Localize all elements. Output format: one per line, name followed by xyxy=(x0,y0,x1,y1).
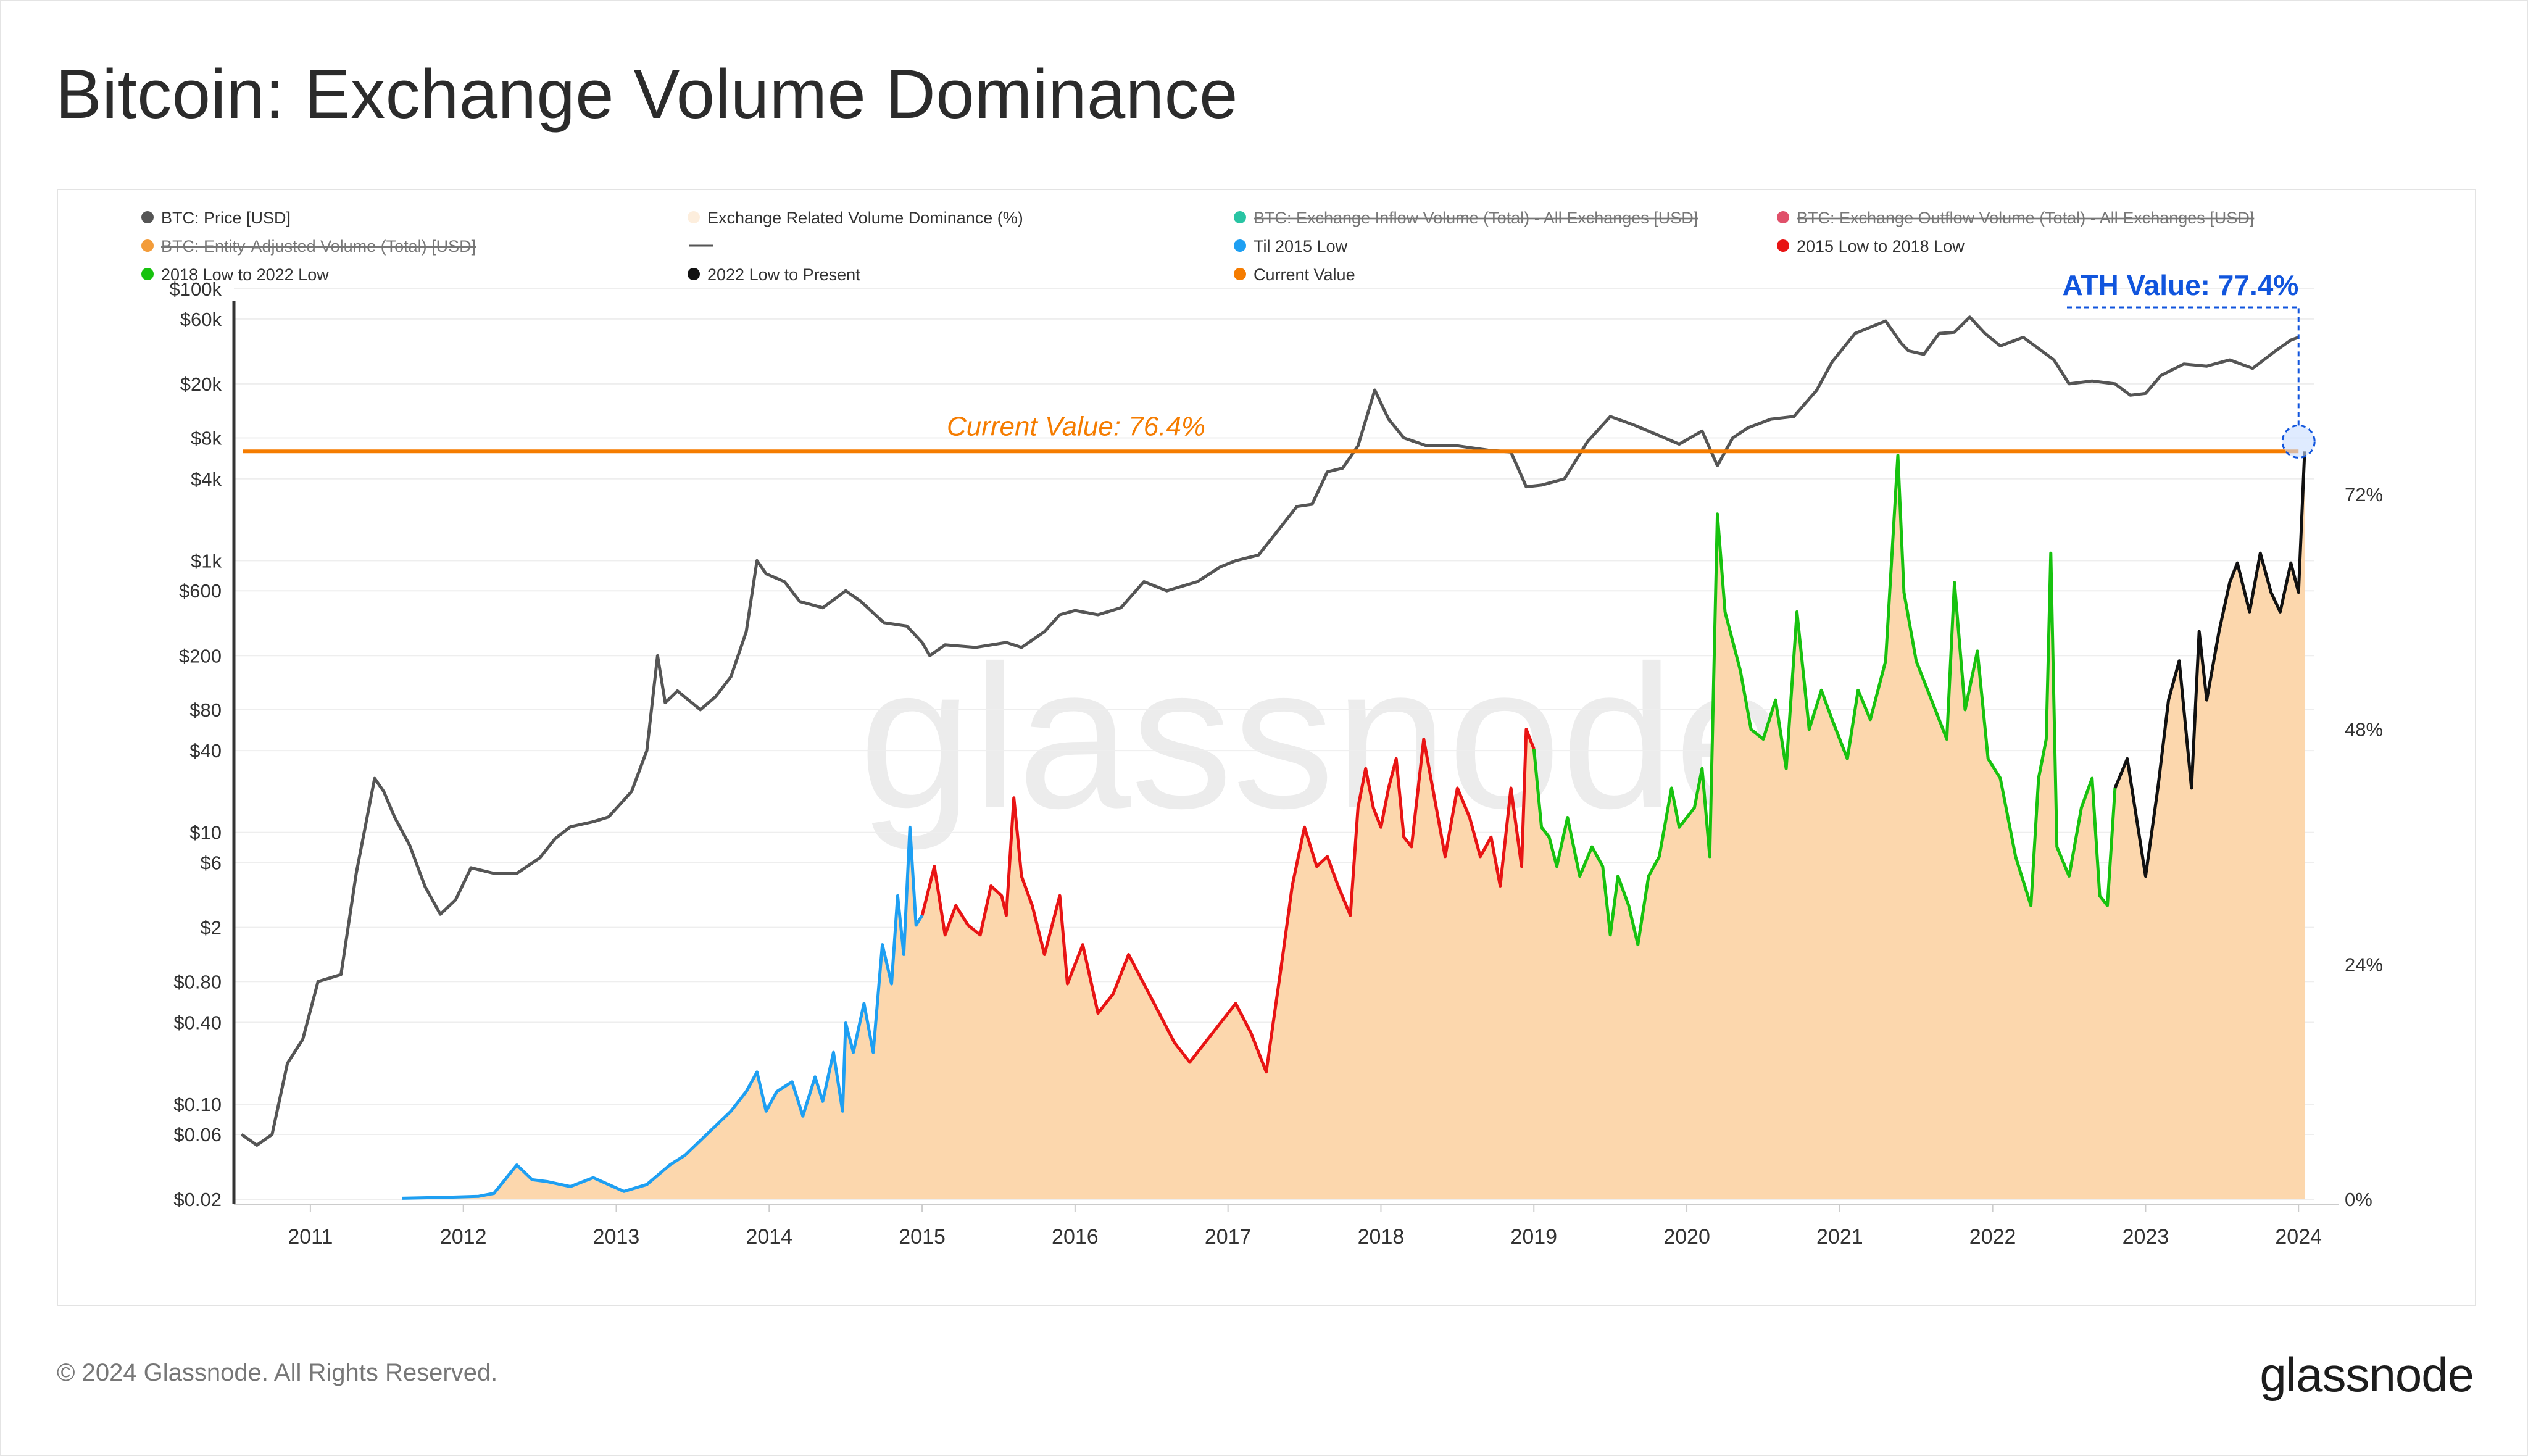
x-tick-label: 2013 xyxy=(593,1225,640,1249)
legend-item[interactable]: Current Value xyxy=(1234,265,1355,284)
legend-label: Exchange Related Volume Dominance (%) xyxy=(707,209,1023,227)
y-left-tick-label: $0.06 xyxy=(173,1124,222,1146)
x-tick-label: 2014 xyxy=(746,1225,792,1249)
dominance-line-segment-4[interactable] xyxy=(2113,451,2306,878)
legend-swatch xyxy=(1777,239,1789,252)
legend-label: Current Value xyxy=(1254,265,1355,284)
y-left-tick-label: $60k xyxy=(180,309,222,330)
legend-label: 2022 Low to Present xyxy=(707,265,860,284)
y-left-tick-label: $200 xyxy=(179,645,222,667)
legend-swatch xyxy=(688,268,700,280)
legend-label: BTC: Entity-Adjusted Volume (Total) [USD… xyxy=(161,237,476,256)
y-right-tick-label: 0% xyxy=(2345,1189,2372,1210)
legend-item[interactable]: BTC: Exchange Inflow Volume (Total) - Al… xyxy=(1234,209,1698,227)
x-tick-label: 2024 xyxy=(2275,1225,2322,1249)
dominance-line-segment-1[interactable] xyxy=(402,825,924,1200)
x-tick-label: 2021 xyxy=(1816,1225,1863,1249)
legend-label: 2015 Low to 2018 Low xyxy=(1797,237,1965,256)
x-tick-label: 2019 xyxy=(1510,1225,1557,1249)
y-left-tick-label: $1k xyxy=(191,550,222,572)
y-left-tick-label: $0.02 xyxy=(173,1189,222,1210)
footer-brand-logo[interactable]: glassnode xyxy=(2260,1347,2474,1402)
page-title: Bitcoin: Exchange Volume Dominance xyxy=(56,56,1238,133)
x-tick-label: 2023 xyxy=(2123,1225,2169,1249)
legend-label: BTC: Exchange Outflow Volume (Total) - A… xyxy=(1797,209,2254,227)
y-left-tick-label: $2 xyxy=(201,917,222,939)
legend-label: BTC: Exchange Inflow Volume (Total) - Al… xyxy=(1254,209,1698,227)
legend-swatch xyxy=(141,239,154,252)
y-right-tick-label: 24% xyxy=(2345,954,2383,975)
x-tick-label: 2017 xyxy=(1205,1225,1252,1249)
legend-label: 2018 Low to 2022 Low xyxy=(161,265,329,284)
legend-item[interactable]: Til 2015 Low xyxy=(1234,237,1348,256)
y-left-tick-label: $0.40 xyxy=(173,1012,222,1034)
legend-item[interactable]: 2015 Low to 2018 Low xyxy=(1777,237,1965,256)
legend-swatch xyxy=(141,268,154,280)
legend-swatch xyxy=(1777,211,1789,223)
chart-container: glassnode Current Value: 76.4% ATH Value:… xyxy=(57,189,2476,1306)
footer-copyright: © 2024 Glassnode. All Rights Reserved. xyxy=(57,1359,498,1386)
x-tick-label: 2015 xyxy=(899,1225,946,1249)
legend-label: Til 2015 Low xyxy=(1254,237,1348,256)
y-left-tick-label: $6 xyxy=(201,852,222,874)
legend-item[interactable]: BTC: Price [USD] xyxy=(141,209,291,227)
legend-item[interactable]: Exchange Related Volume Dominance (%) xyxy=(688,209,1023,227)
y-left-tick-label: $8k xyxy=(191,428,222,449)
price-line[interactable] xyxy=(240,315,2300,1147)
legend-swatch xyxy=(688,211,700,223)
dominance-line-segment-3[interactable] xyxy=(1532,454,2117,947)
legend-item[interactable]: 2022 Low to Present xyxy=(688,265,860,284)
y-left-tick-label: $0.80 xyxy=(173,971,222,992)
legend-label: BTC: Price [USD] xyxy=(161,209,291,227)
y-left-tick-label: $40 xyxy=(189,740,222,762)
ath-label: ATH Value: 77.4% xyxy=(2063,269,2299,301)
dominance-line-segment-2[interactable] xyxy=(920,728,1536,1074)
legend-item[interactable]: 2018 Low to 2022 Low xyxy=(141,265,329,284)
x-tick-label: 2018 xyxy=(1358,1225,1405,1249)
legend-swatch xyxy=(1234,211,1246,223)
x-tick-label: 2011 xyxy=(288,1225,333,1249)
y-left-tick-label: $0.10 xyxy=(173,1094,222,1115)
x-tick-label: 2022 xyxy=(1969,1225,2016,1249)
ath-marker[interactable] xyxy=(2281,424,2316,459)
y-left-tick-label: $20k xyxy=(180,373,222,395)
legend-swatch xyxy=(1234,239,1246,252)
current-value-label: Current Value: 76.4% xyxy=(947,411,1205,441)
y-left-tick-label: $10 xyxy=(189,822,222,844)
y-left-tick-label: $600 xyxy=(179,580,222,602)
legend-swatch xyxy=(1234,268,1246,280)
y-left-tick-label: $80 xyxy=(189,699,222,721)
chart-svg[interactable]: glassnode Current Value: 76.4% ATH Value:… xyxy=(58,190,2475,1305)
legend-item[interactable]: BTC: Exchange Outflow Volume (Total) - A… xyxy=(1777,209,2254,227)
legend-swatch xyxy=(141,211,154,223)
x-tick-label: 2020 xyxy=(1663,1225,1710,1249)
y-right-tick-label: 72% xyxy=(2345,484,2383,505)
watermark-text: glassnode xyxy=(859,623,1788,852)
x-tick-label: 2012 xyxy=(440,1225,487,1249)
legend-item[interactable]: BTC: Entity-Adjusted Volume (Total) [USD… xyxy=(141,237,476,256)
y-left-tick-label: $4k xyxy=(191,468,222,490)
y-right-tick-label: 48% xyxy=(2345,719,2383,741)
y-left-tick-label: $100k xyxy=(170,278,222,300)
x-tick-label: 2016 xyxy=(1052,1225,1099,1249)
